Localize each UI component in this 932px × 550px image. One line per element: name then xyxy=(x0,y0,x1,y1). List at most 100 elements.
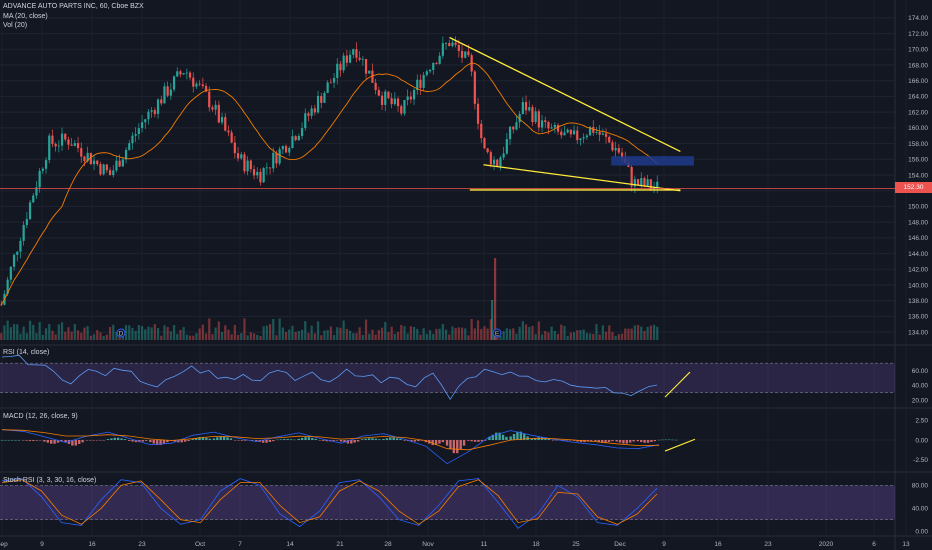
candle-body[interactable] xyxy=(22,224,25,241)
candle-body[interactable] xyxy=(294,136,297,141)
candle-body[interactable] xyxy=(169,89,172,96)
candle-body[interactable] xyxy=(51,135,54,144)
candle-body[interactable] xyxy=(480,123,483,139)
candle-body[interactable] xyxy=(608,136,611,143)
candle-body[interactable] xyxy=(460,50,464,58)
candle-body[interactable] xyxy=(467,51,470,56)
candle-body[interactable] xyxy=(16,251,19,255)
candle-body[interactable] xyxy=(86,152,89,162)
candle-body[interactable] xyxy=(83,156,86,162)
candle-body[interactable] xyxy=(249,160,252,170)
candle-body[interactable] xyxy=(147,111,150,120)
candle-body[interactable] xyxy=(121,159,124,167)
candle-body[interactable] xyxy=(566,129,569,133)
candle-body[interactable] xyxy=(96,160,99,165)
candle-body[interactable] xyxy=(348,54,352,63)
candle-body[interactable] xyxy=(140,122,144,129)
candle-body[interactable] xyxy=(300,128,304,136)
candle-body[interactable] xyxy=(19,240,22,252)
candle-body[interactable] xyxy=(547,121,550,129)
candle-body[interactable] xyxy=(291,136,294,149)
candle-body[interactable] xyxy=(54,143,57,147)
candle-body[interactable] xyxy=(556,124,560,132)
candle-body[interactable] xyxy=(454,42,457,45)
earnings-marker[interactable] xyxy=(492,328,502,338)
candle-body[interactable] xyxy=(156,99,160,114)
candle-body[interactable] xyxy=(297,135,300,141)
candle-body[interactable] xyxy=(278,149,281,164)
candle-body[interactable] xyxy=(512,126,515,130)
candle-body[interactable] xyxy=(620,152,624,159)
candle-body[interactable] xyxy=(265,167,268,169)
time-axis[interactable]: Sep 9 16 23 Oct 7 14 21 28 Nov 11 18 25 Dec 9 16 23 2020 6… xyxy=(0,541,910,548)
candle-body[interactable] xyxy=(576,130,579,141)
candle-body[interactable] xyxy=(435,62,438,64)
candle-body[interactable] xyxy=(73,143,76,146)
candle-body[interactable] xyxy=(67,139,70,145)
candle-body[interactable] xyxy=(220,117,224,123)
candle-body[interactable] xyxy=(326,82,329,93)
candle-body[interactable] xyxy=(38,170,41,188)
candle-body[interactable] xyxy=(102,164,105,175)
candle-body[interactable] xyxy=(486,148,489,153)
candle-body[interactable] xyxy=(400,106,403,114)
candle-body[interactable] xyxy=(57,145,60,147)
candle-body[interactable] xyxy=(531,107,534,123)
candle-body[interactable] xyxy=(553,124,556,128)
candle-body[interactable] xyxy=(656,181,659,188)
candle-body[interactable] xyxy=(560,131,563,136)
candle-body[interactable] xyxy=(179,71,182,75)
candle-body[interactable] xyxy=(489,152,492,165)
candle-body[interactable] xyxy=(153,110,156,114)
candle-body[interactable] xyxy=(521,102,524,114)
candle-body[interactable] xyxy=(268,167,272,169)
candle-body[interactable] xyxy=(384,91,387,105)
candle-body[interactable] xyxy=(387,91,390,99)
candle-body[interactable] xyxy=(508,126,512,140)
candle-body[interactable] xyxy=(377,90,380,96)
candle-body[interactable] xyxy=(502,153,505,158)
candle-body[interactable] xyxy=(0,304,3,306)
candle-body[interactable] xyxy=(409,96,412,100)
trendline[interactable] xyxy=(449,36,681,153)
candle-body[interactable] xyxy=(89,152,92,165)
candle-body[interactable] xyxy=(166,86,169,96)
candle-body[interactable] xyxy=(540,120,544,128)
candle-body[interactable] xyxy=(438,55,441,64)
candle-body[interactable] xyxy=(534,111,537,123)
candle-body[interactable] xyxy=(214,104,217,110)
candle-body[interactable] xyxy=(649,179,652,190)
candle-body[interactable] xyxy=(259,171,262,183)
candle-body[interactable] xyxy=(76,143,80,149)
candle-body[interactable] xyxy=(160,99,163,104)
trendline[interactable] xyxy=(483,164,681,192)
candle-body[interactable] xyxy=(592,126,595,133)
candle-body[interactable] xyxy=(99,164,102,175)
rsi-divergence-line[interactable] xyxy=(664,371,691,398)
candle-body[interactable] xyxy=(320,95,323,103)
candle-body[interactable] xyxy=(25,219,28,225)
stoch-pane[interactable] xyxy=(0,478,895,529)
candle-body[interactable] xyxy=(646,179,649,186)
candle-body[interactable] xyxy=(563,132,566,136)
candle-body[interactable] xyxy=(134,134,137,136)
candle-body[interactable] xyxy=(572,130,576,135)
candle-body[interactable] xyxy=(124,149,128,160)
candle-body[interactable] xyxy=(422,74,425,88)
candle-body[interactable] xyxy=(473,71,476,104)
candle-body[interactable] xyxy=(336,63,339,78)
candle-body[interactable] xyxy=(128,143,131,150)
candle-body[interactable] xyxy=(236,153,240,159)
candle-body[interactable] xyxy=(496,159,499,167)
candle-body[interactable] xyxy=(281,146,284,150)
candle-body[interactable] xyxy=(70,144,73,146)
candle-body[interactable] xyxy=(550,127,553,129)
candle-body[interactable] xyxy=(630,166,633,187)
candle-body[interactable] xyxy=(35,187,38,196)
candle-body[interactable] xyxy=(144,119,147,123)
candle-body[interactable] xyxy=(217,104,220,123)
dividend-marker[interactable] xyxy=(116,328,126,338)
candle-body[interactable] xyxy=(304,113,307,129)
